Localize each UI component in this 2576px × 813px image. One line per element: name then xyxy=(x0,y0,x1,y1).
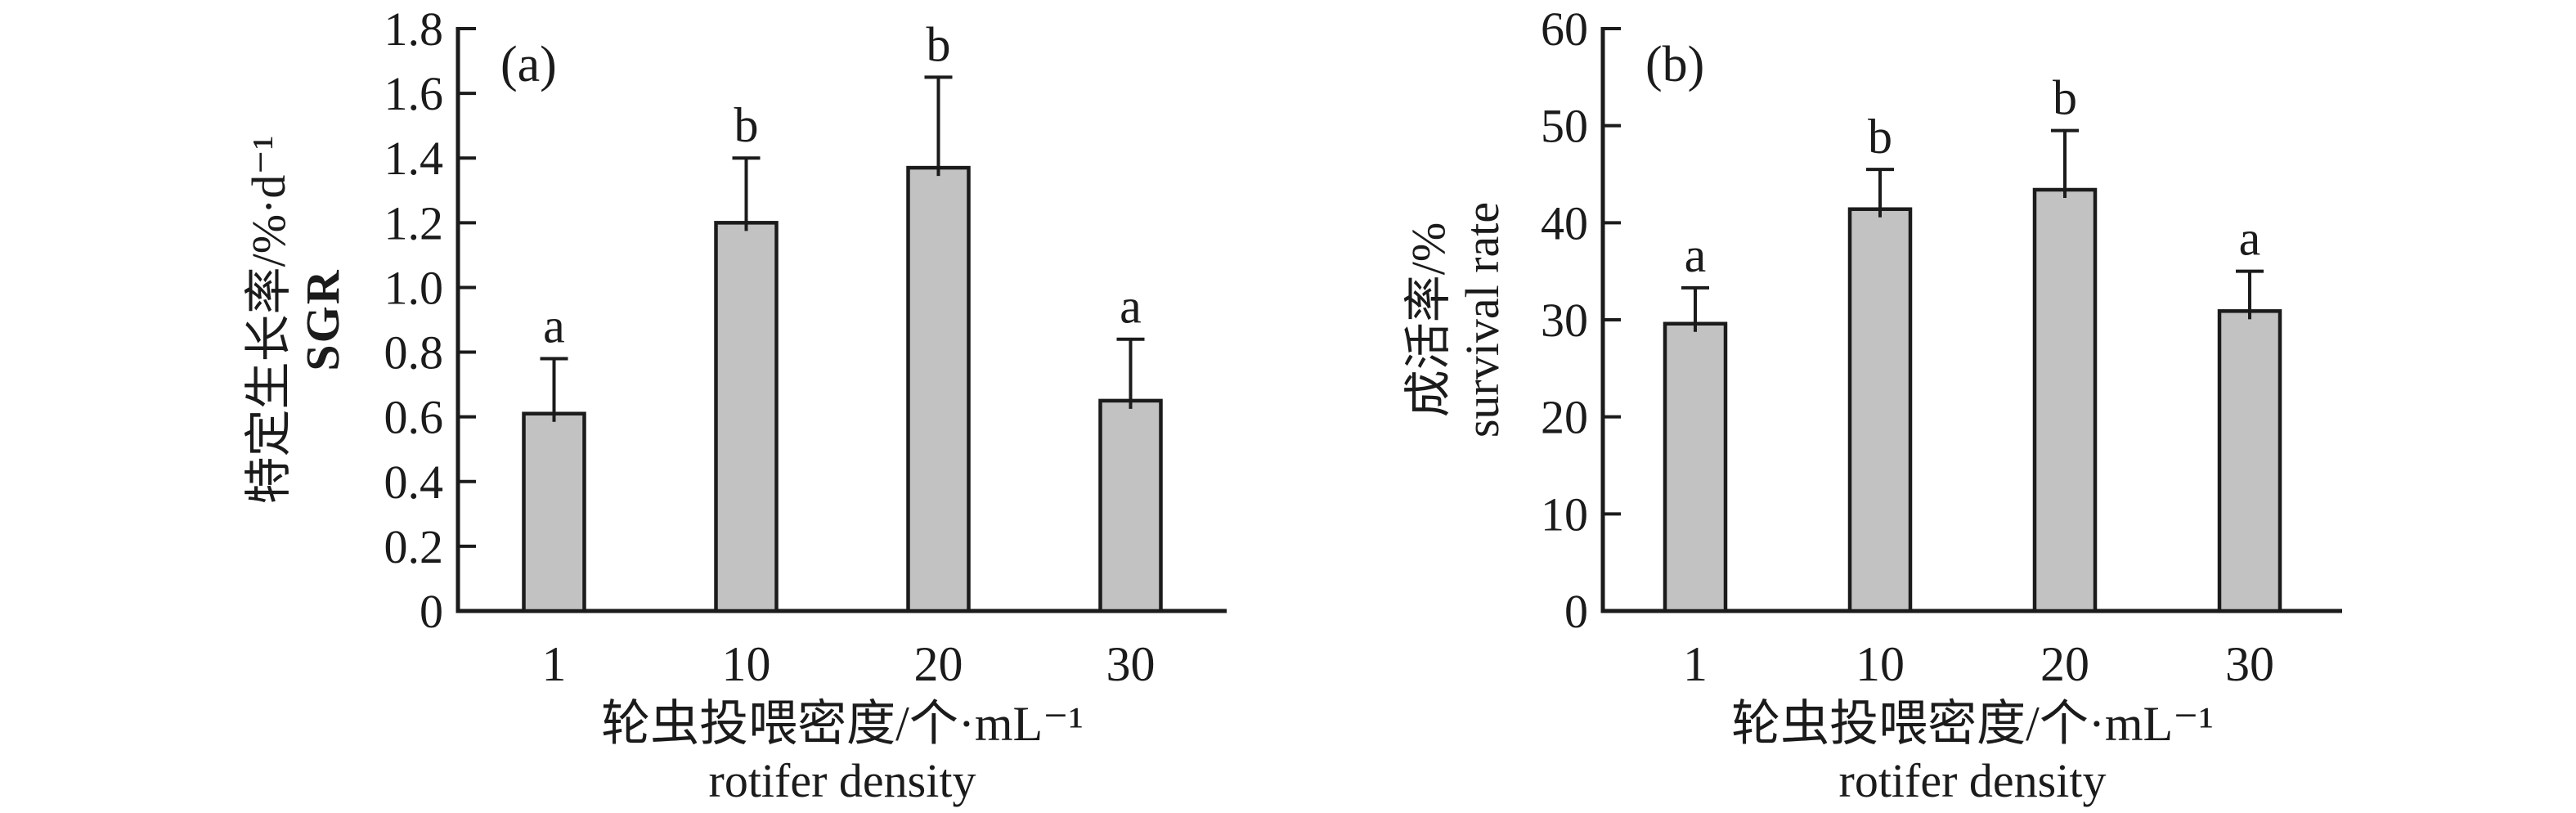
x-axis-title-en-b: rotifer density xyxy=(1838,754,2107,807)
bar xyxy=(1098,398,1163,613)
y-tick-label: 40 xyxy=(1541,196,1588,249)
y-axis-title-zh-a: 特定生长率/%·d⁻¹ xyxy=(242,135,295,505)
x-category-label: 10 xyxy=(1856,637,1905,691)
significance-letter: b xyxy=(1868,110,1892,164)
significance-letter: a xyxy=(1685,228,1707,282)
x-axis-title-b: 轮虫投喂密度/个·mL⁻¹ rotifer density xyxy=(1731,695,2214,810)
panel-b: 0 10 20 30 40 50 60 a 1 b 10 b 20 a 30 (b) 成活率/% survi… xyxy=(1288,0,2576,813)
y-tick-label: 1.4 xyxy=(384,132,444,185)
significance-letter: b xyxy=(927,17,951,71)
chart-svg-a: 0 0.2 0.4 0.6 0.8 1.0 1.2 1.4 1.6 1.8 a 1 b 10 b 20 a 30 xyxy=(384,2,1227,691)
significance-letter: a xyxy=(543,299,565,353)
x-category-label: 30 xyxy=(2225,637,2274,691)
y-tick-label: 50 xyxy=(1541,100,1588,153)
y-axis-title-zh-b: 成活率/% xyxy=(1402,222,1455,418)
significance-letter: b xyxy=(2053,71,2077,125)
bar xyxy=(1847,207,1913,613)
x-category-label: 30 xyxy=(1106,637,1156,691)
y-tick-label: 10 xyxy=(1541,487,1588,541)
chart-svg-b: 0 10 20 30 40 50 60 a 1 b 10 b 20 a 30 xyxy=(1541,2,2342,691)
panel-label-a: (a) xyxy=(500,37,557,92)
y-axis-title-b: 成活率/% survival rate xyxy=(1402,202,1510,438)
y-tick-label: 1.8 xyxy=(384,2,444,56)
bar xyxy=(1663,321,1728,613)
significance-letter: b xyxy=(734,98,759,152)
y-tick-label: 1.6 xyxy=(384,67,444,120)
y-tick-label: 30 xyxy=(1541,294,1588,347)
y-axis-title-a: 特定生长率/%·d⁻¹ SGR xyxy=(242,136,350,505)
y-tick-label: 60 xyxy=(1541,2,1588,56)
x-category-label: 1 xyxy=(542,637,567,691)
x-category-label: 1 xyxy=(1683,637,1708,691)
y-tick-label: 0 xyxy=(420,585,443,638)
bar xyxy=(2032,187,2098,613)
bar xyxy=(714,221,779,613)
y-tick-label: 0 xyxy=(1564,585,1588,638)
y-tick-label: 0.4 xyxy=(384,456,444,509)
y-tick-label: 20 xyxy=(1541,391,1588,444)
x-axis-title-a: 轮虫投喂密度/个·mL⁻¹ rotifer density xyxy=(601,695,1084,810)
panel-label-b: (b) xyxy=(1645,37,1705,92)
y-axis-title-en-b: survival rate xyxy=(1456,201,1509,438)
y-tick-label: 0.8 xyxy=(384,326,444,380)
bar xyxy=(2217,309,2282,613)
significance-letter: a xyxy=(1120,280,1142,334)
y-tick-label: 1.0 xyxy=(384,261,444,314)
significance-letter: a xyxy=(2239,212,2261,266)
x-category-label: 20 xyxy=(914,637,963,691)
x-category-label: 10 xyxy=(722,637,771,691)
x-axis-title-zh-b: 轮虫投喂密度/个·mL⁻¹ xyxy=(1731,697,2214,751)
bar xyxy=(906,165,971,613)
x-axis-title-zh-a: 轮虫投喂密度/个·mL⁻¹ xyxy=(601,697,1084,751)
x-axis-title-en-a: rotifer density xyxy=(708,754,976,807)
y-tick-label: 0.6 xyxy=(384,391,444,444)
panel-a: 0 0.2 0.4 0.6 0.8 1.0 1.2 1.4 1.6 1.8 a 1 b 10 b 20 a 30 … xyxy=(242,2,1227,810)
y-tick-label: 0.2 xyxy=(384,520,444,573)
y-tick-label: 1.2 xyxy=(384,196,444,249)
y-axis-title-en-a: SGR xyxy=(296,268,349,371)
bar xyxy=(522,411,586,613)
x-category-label: 20 xyxy=(2040,637,2089,691)
